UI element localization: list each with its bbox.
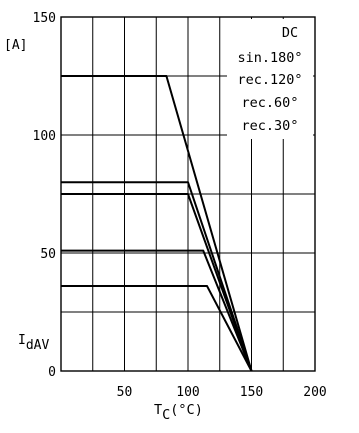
y-tick-label: 150 (33, 11, 56, 26)
x-tick-label: 100 (176, 385, 199, 400)
series-line-4 (61, 285, 253, 372)
x-tick-label: 200 (303, 385, 326, 400)
legend-entry-rec30: rec.30° (242, 118, 299, 134)
y-tick-label: 0 (48, 365, 56, 380)
x-tick-label: 50 (117, 385, 133, 400)
x-axis-label-main: T (154, 402, 162, 418)
y-axis-label-main: I (18, 333, 26, 348)
series-line-3 (61, 249, 253, 372)
series-line-1 (61, 181, 253, 372)
legend-entry-rec60: rec.60° (242, 95, 299, 111)
legend: DC sin.180° rec.120° rec.60° rec.30° (237, 25, 302, 134)
tick-labels: 50 100 150 200 0 50 100 150 (33, 11, 327, 400)
x-tick-label: 150 (240, 385, 263, 400)
series-line-0 (61, 75, 253, 372)
legend-entry-rec120: rec.120° (237, 72, 302, 88)
legend-background (227, 19, 313, 139)
y-axis-label-sub: dAV (26, 338, 50, 353)
x-axis-unit: °C (178, 402, 194, 418)
x-axis-label: TC(°C) (154, 402, 203, 423)
y-unit-label: [A] (4, 38, 27, 53)
curves (61, 75, 253, 372)
y-tick-label: 100 (33, 129, 56, 144)
series-line-2 (61, 193, 253, 372)
y-tick-label: 50 (40, 247, 56, 262)
legend-entry-dc: DC (282, 25, 298, 41)
legend-entry-sin180: sin.180° (237, 50, 302, 66)
x-axis-label-sub: C (162, 407, 170, 423)
y-axis-label: IdAV (18, 333, 49, 353)
